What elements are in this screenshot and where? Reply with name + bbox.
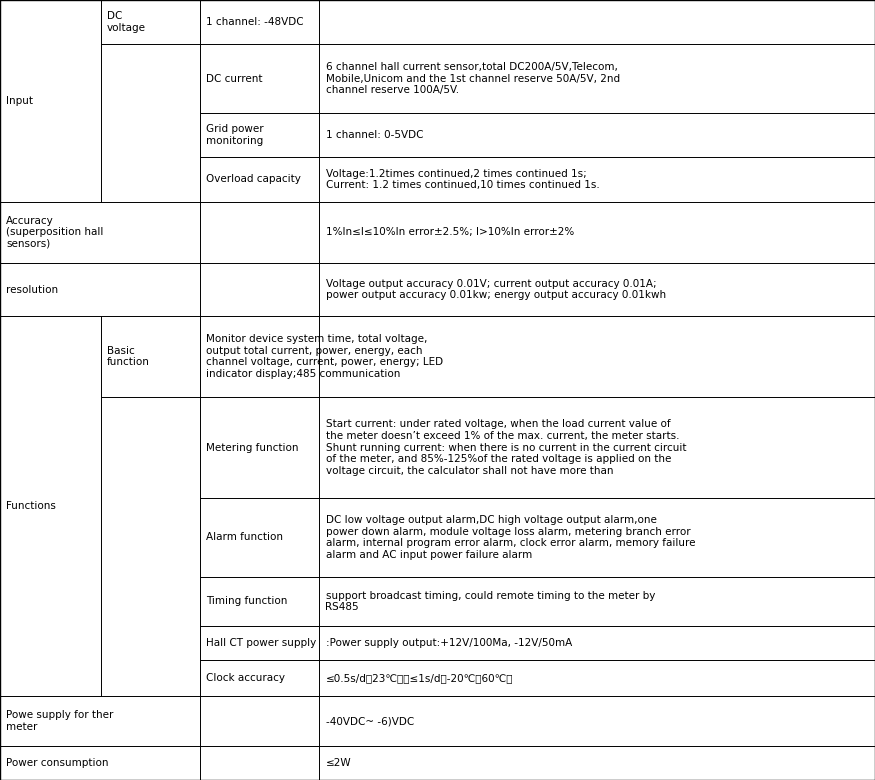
Bar [200,0,319,44]
Text: DC low voltage output alarm,DC high voltage output alarm,one
power down alarm, m: DC low voltage output alarm,DC high volt… [326,515,695,560]
Text: ≤2W: ≤2W [326,758,351,768]
Bar [319,576,875,626]
Text: Hall CT power supply: Hall CT power supply [206,638,316,648]
Bar [319,498,875,576]
Text: Input: Input [6,96,33,106]
Text: Start current: under rated voltage, when the load current value of
the meter doe: Start current: under rated voltage, when… [326,420,686,476]
Bar [101,44,200,201]
Text: -40VDC~ -6)VDC: -40VDC~ -6)VDC [326,716,414,726]
Text: Overload capacity: Overload capacity [206,175,300,184]
Bar [200,697,319,746]
Bar [319,0,875,44]
Text: Metering function: Metering function [206,443,298,452]
Text: DC
voltage: DC voltage [107,12,146,33]
Text: Alarm function: Alarm function [206,533,283,542]
Bar [101,0,200,44]
Bar [319,158,875,201]
Text: support broadcast timing, could remote timing to the meter by
RS485: support broadcast timing, could remote t… [326,590,654,612]
Bar [200,661,319,697]
Bar [200,316,319,397]
Text: ≤0.5s/d（23℃），≤1s/d（-20℃～60℃）: ≤0.5s/d（23℃），≤1s/d（-20℃～60℃） [326,673,513,683]
Bar [200,263,319,316]
Bar [319,263,875,316]
Bar [319,661,875,697]
Bar [200,201,319,263]
Bar [319,316,875,397]
Text: DC current: DC current [206,73,262,83]
Bar [0,0,101,201]
Bar [0,316,101,697]
Text: Timing function: Timing function [206,597,287,606]
Text: Accuracy
(superposition hall
sensors): Accuracy (superposition hall sensors) [6,216,103,249]
Text: 6 channel hall current sensor,total DC200A/5V,Telecom,
Mobile,Unicom and the 1st: 6 channel hall current sensor,total DC20… [326,62,620,95]
Bar [319,201,875,263]
Text: :Power supply output:+12V/100Ma, -12V/50mA: :Power supply output:+12V/100Ma, -12V/50… [326,638,571,648]
Bar [0,201,200,263]
Bar [101,316,200,397]
Bar [200,626,319,661]
Bar [319,746,875,780]
Bar [319,697,875,746]
Text: Grid power
monitoring: Grid power monitoring [206,124,263,146]
Bar [0,746,200,780]
Bar [200,746,319,780]
Text: Monitor device system time, total voltage,
output total current, power, energy, : Monitor device system time, total voltag… [206,335,443,379]
Bar [200,576,319,626]
Text: Voltage output accuracy 0.01V; current output accuracy 0.01A;
power output accur: Voltage output accuracy 0.01V; current o… [326,278,666,300]
Bar [200,44,319,113]
Bar [319,626,875,661]
Bar [200,498,319,576]
Bar [319,113,875,158]
Bar [0,697,200,746]
Text: Functions: Functions [6,502,56,511]
Text: Power consumption: Power consumption [6,758,108,768]
Text: Basic
function: Basic function [107,346,150,367]
Bar [0,263,200,316]
Text: Voltage:1.2times continued,2 times continued 1s;
Current: 1.2 times continued,10: Voltage:1.2times continued,2 times conti… [326,168,599,190]
Bar [101,397,200,697]
Bar [319,397,875,498]
Bar [200,113,319,158]
Text: 1%In≤I≤10%In error±2.5%; I>10%In error±2%: 1%In≤I≤10%In error±2.5%; I>10%In error±2… [326,228,574,237]
Text: 1 channel: -48VDC: 1 channel: -48VDC [206,17,304,27]
Bar [200,397,319,498]
Bar [319,44,875,113]
Text: Powe supply for ther
meter: Powe supply for ther meter [6,711,114,732]
Text: 1 channel: 0-5VDC: 1 channel: 0-5VDC [326,130,423,140]
Bar [200,158,319,201]
Text: Clock accuracy: Clock accuracy [206,673,284,683]
Text: resolution: resolution [6,285,59,295]
